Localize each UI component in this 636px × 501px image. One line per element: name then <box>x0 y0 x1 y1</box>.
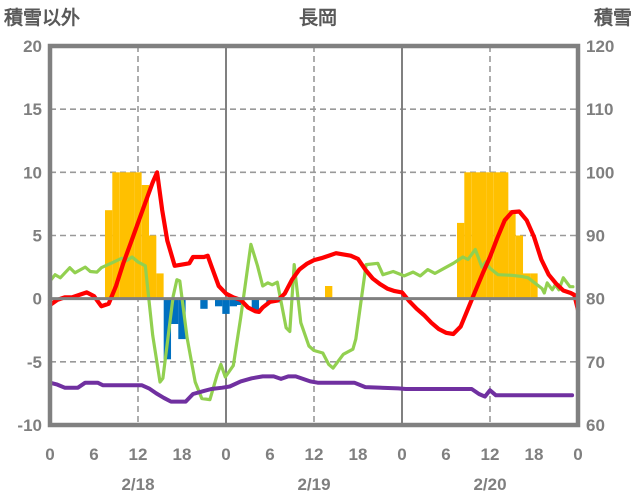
orange-bars-bar <box>457 222 465 299</box>
svg-text:18: 18 <box>349 445 368 464</box>
svg-text:20: 20 <box>23 37 42 56</box>
orange-bars-bar <box>479 172 487 299</box>
svg-text:5: 5 <box>33 227 42 246</box>
svg-text:120: 120 <box>586 37 614 56</box>
svg-text:80: 80 <box>586 290 605 309</box>
orange-bars-bar <box>156 273 164 299</box>
orange-bars-bar <box>325 286 333 299</box>
green-line <box>48 242 575 402</box>
blue-bars-bar <box>222 298 230 314</box>
svg-text:18: 18 <box>525 445 544 464</box>
orange-bars-bar <box>464 172 472 299</box>
orange-bars-bar <box>134 172 142 299</box>
x-axis-hour-labels: 0 6 12 18 0 6 12 18 0 6 12 18 0 <box>45 445 582 464</box>
right-axis-title: 積雪 <box>593 8 632 29</box>
svg-text:90: 90 <box>586 227 605 246</box>
left-axis-tick-labels: 20 15 10 5 0 -5 -10 <box>17 37 42 435</box>
svg-text:6: 6 <box>441 445 450 464</box>
svg-text:0: 0 <box>33 290 42 309</box>
blue-bars-bar <box>171 298 179 324</box>
orange-bars-bar <box>141 185 150 299</box>
orange-bars-bar <box>501 172 509 299</box>
blue-bars-bar <box>229 298 238 307</box>
orange-bars-bar <box>127 172 135 299</box>
purple-line <box>48 374 575 404</box>
svg-text:110: 110 <box>586 100 613 119</box>
svg-text:15: 15 <box>23 100 42 119</box>
svg-text:-10: -10 <box>17 416 42 435</box>
orange-bars-bar <box>112 172 120 299</box>
red-line <box>47 170 581 337</box>
plot-frame <box>47 43 581 428</box>
svg-text:0: 0 <box>45 445 54 464</box>
orange-bars-bar <box>119 172 128 299</box>
svg-text:-5: -5 <box>27 353 42 372</box>
svg-text:2/20: 2/20 <box>473 475 506 494</box>
svg-text:2/18: 2/18 <box>121 475 154 494</box>
blue-bars-bar <box>251 298 260 312</box>
blue-bars-bar <box>200 298 208 309</box>
svg-text:10: 10 <box>23 163 42 182</box>
left-axis-title: 積雪以外 <box>4 8 81 29</box>
svg-text:12: 12 <box>129 445 148 464</box>
svg-text:70: 70 <box>586 353 605 372</box>
svg-text:0: 0 <box>573 445 582 464</box>
svg-text:18: 18 <box>173 445 192 464</box>
orange-bars-bar <box>486 172 494 299</box>
orange-bars-bar <box>523 273 531 299</box>
orange-bars-bar <box>508 210 516 299</box>
svg-text:6: 6 <box>89 445 98 464</box>
blue-bars-bar <box>178 298 186 340</box>
svg-text:6: 6 <box>265 445 274 464</box>
orange-bars-bar <box>471 172 480 299</box>
orange-bars-bar <box>530 273 538 299</box>
blue-bars-bar <box>163 298 172 360</box>
svg-text:60: 60 <box>586 416 605 435</box>
svg-text:100: 100 <box>586 163 614 182</box>
chart-title: 長岡 <box>298 8 338 29</box>
svg-text:0: 0 <box>397 445 406 464</box>
right-axis-tick-labels: 120 110 100 90 80 70 60 <box>586 37 614 435</box>
orange-bars-bar <box>105 210 113 299</box>
svg-text:12: 12 <box>305 445 324 464</box>
x-axis-date-labels: 2/18 2/19 2/20 <box>121 475 506 494</box>
orange-bars-bar <box>515 235 524 299</box>
blue-bars-bar <box>215 298 223 307</box>
svg-text:2/19: 2/19 <box>297 475 330 494</box>
svg-text:12: 12 <box>481 445 500 464</box>
svg-text:0: 0 <box>221 445 230 464</box>
orange-bars-bar <box>149 235 157 299</box>
